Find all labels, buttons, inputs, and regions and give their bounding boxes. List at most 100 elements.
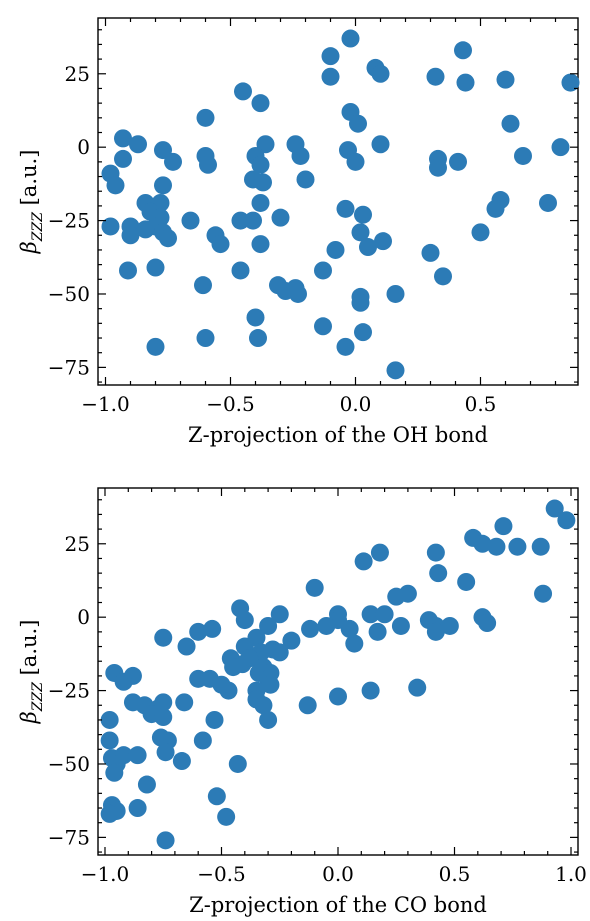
data-point	[251, 94, 270, 113]
data-point	[203, 619, 222, 638]
data-point	[251, 155, 270, 174]
data-point	[457, 572, 476, 591]
data-point	[254, 696, 273, 715]
data-point	[189, 622, 208, 641]
data-point	[561, 73, 580, 92]
y-tick-label: 25	[65, 532, 90, 556]
data-point	[473, 534, 492, 553]
data-point	[471, 223, 490, 242]
data-point	[496, 70, 515, 89]
y-tick-label: −75	[48, 825, 90, 849]
y-tick-label: −75	[48, 355, 90, 379]
data-point	[351, 293, 370, 312]
data-point	[146, 337, 165, 356]
data-point	[259, 616, 278, 635]
data-point	[261, 675, 280, 694]
x-tick-label: −1.0	[81, 862, 130, 886]
x-axis-label: Z-projection of the OH bond	[188, 423, 488, 447]
data-point	[100, 731, 119, 750]
x-tick-label: −0.5	[206, 392, 255, 416]
data-point	[534, 584, 553, 603]
data-point	[305, 578, 324, 597]
data-point	[156, 831, 175, 850]
y-axis-label-unit: [a.u.]	[17, 150, 41, 212]
data-point	[514, 146, 532, 165]
data-point	[289, 284, 307, 303]
data-point	[114, 129, 132, 148]
data-point	[486, 199, 505, 218]
data-point	[501, 114, 520, 133]
y-axis-label-subscript: ZZZ	[30, 212, 46, 242]
data-point	[212, 675, 231, 694]
x-tick-label: 0.0	[340, 392, 372, 416]
data-point	[326, 240, 345, 259]
co-bond-scatter-panel: −1.0 −0.5 0.0 0.5 1.0 25 0 −25 −50 −75 Z-projectio…	[17, 487, 587, 917]
data-point	[101, 217, 120, 236]
data-point	[321, 67, 340, 86]
data-point	[136, 220, 155, 239]
oh-bond-scatter-panel: −1.0 −0.5 0.0 0.5 25 0 −25 −50 −75 Z-projection o…	[17, 17, 580, 447]
data-point	[228, 754, 247, 773]
data-point	[317, 616, 336, 635]
data-point	[129, 135, 147, 154]
data-point	[146, 258, 165, 277]
data-point	[128, 746, 147, 765]
data-point	[329, 687, 347, 706]
data-point	[314, 317, 332, 336]
y-tick-label: 0	[77, 135, 90, 159]
data-point	[354, 552, 373, 571]
data-point	[270, 605, 289, 624]
data-point	[196, 108, 215, 127]
data-point	[100, 710, 119, 729]
y-tick-label: −50	[48, 282, 90, 306]
data-point	[256, 135, 275, 154]
data-point	[345, 634, 364, 653]
data-point	[408, 678, 427, 697]
data-point	[114, 149, 132, 168]
data-point	[421, 243, 440, 262]
data-point	[346, 152, 365, 171]
data-point	[259, 710, 278, 729]
data-point	[391, 616, 410, 635]
y-axis-label-symbol: β	[17, 241, 41, 254]
data-point	[494, 517, 513, 536]
y-tick-label: 25	[65, 62, 90, 86]
data-point	[426, 67, 445, 86]
y-tick-label: 0	[77, 605, 90, 629]
data-point	[557, 511, 576, 530]
data-point	[361, 605, 380, 624]
data-point	[314, 261, 332, 280]
data-point	[172, 752, 191, 771]
data-point	[456, 73, 475, 92]
data-point	[205, 710, 224, 729]
data-point	[321, 47, 340, 66]
y-axis-label-unit: [a.u.]	[17, 620, 41, 682]
x-tick-label: 0.5	[439, 862, 471, 886]
data-point	[121, 226, 140, 245]
data-point	[154, 693, 173, 712]
data-point	[539, 193, 557, 212]
data-point	[224, 658, 243, 677]
data-point	[234, 82, 252, 101]
data-point	[211, 235, 230, 254]
data-point	[181, 211, 200, 230]
data-point	[298, 696, 317, 715]
y-axis-label-subscript: ZZZ	[30, 682, 46, 712]
data-point	[119, 261, 137, 280]
data-point	[199, 155, 217, 174]
data-point	[100, 804, 119, 823]
data-point	[387, 587, 406, 606]
data-point	[105, 763, 124, 782]
data-point	[359, 238, 377, 257]
data-point	[270, 643, 289, 662]
data-point	[231, 261, 250, 280]
data-point	[429, 158, 447, 177]
data-point	[291, 146, 310, 165]
data-point	[361, 681, 380, 700]
data-point	[354, 323, 372, 342]
y-axis-label-symbol: β	[17, 711, 41, 724]
data-point	[128, 799, 147, 818]
y-axis-label: βZZZ [a.u.]	[17, 620, 46, 725]
data-point	[429, 564, 448, 583]
